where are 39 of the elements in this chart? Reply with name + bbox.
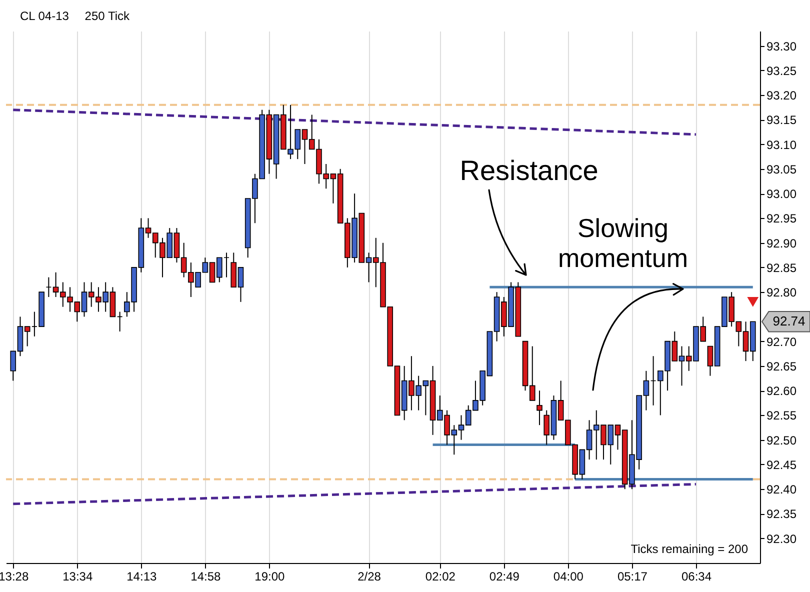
y-tick-label: 92.50 xyxy=(766,433,797,448)
x-tick-label: 14:13 xyxy=(126,570,157,584)
y-tick-label: 92.80 xyxy=(766,286,797,300)
y-tick-label: 93.20 xyxy=(766,88,797,103)
x-tick-label: 02:02 xyxy=(425,570,456,584)
chart-subtitle: 250 Tick xyxy=(84,9,130,23)
x-tick-label: 14:58 xyxy=(190,570,222,584)
y-tick-label: 92.55 xyxy=(766,408,797,423)
y-tick-label: 92.65 xyxy=(766,359,797,374)
y-tick-label: 92.35 xyxy=(766,507,797,522)
x-tick-label: 02:49 xyxy=(489,570,520,584)
y-tick-label: 92.30 xyxy=(766,532,797,546)
x-tick-label: 05:17 xyxy=(617,570,648,584)
y-tick-label: 93.15 xyxy=(766,113,797,128)
y-tick-label: 92.60 xyxy=(766,384,797,398)
text: 92.74 xyxy=(772,314,806,329)
candlestick xyxy=(46,276,52,298)
y-tick-label: 93.10 xyxy=(766,138,797,152)
x-tick-label: 04:00 xyxy=(553,570,584,584)
y-tick-label: 93.25 xyxy=(766,64,797,78)
x-tick-label: 2/28 xyxy=(358,570,382,584)
chart-title: CL 04-13 xyxy=(20,9,70,23)
annotation: Resistance xyxy=(460,155,598,186)
y-tick-label: 92.95 xyxy=(766,212,797,226)
y-tick-label: 93.30 xyxy=(766,39,797,54)
x-tick-label: 19:00 xyxy=(254,570,286,584)
y-tick-label: 92.90 xyxy=(766,236,797,250)
y-tick-label: 93.00 xyxy=(766,187,797,202)
y-tick-label: 92.70 xyxy=(766,334,797,349)
candlestick xyxy=(116,311,123,332)
annotation: Ticks remaining = 200 xyxy=(630,542,748,556)
y-tick-label: 92.45 xyxy=(766,458,797,472)
y-tick-label: 93.05 xyxy=(766,162,797,176)
x-tick-label: 13:34 xyxy=(62,570,93,584)
y-tick-label: 92.85 xyxy=(766,260,797,275)
x-tick-label: 06:34 xyxy=(681,570,712,584)
candlestick xyxy=(536,390,542,426)
y-tick-label: 92.40 xyxy=(766,482,797,497)
annotation: Slowing momentum xyxy=(558,213,688,273)
